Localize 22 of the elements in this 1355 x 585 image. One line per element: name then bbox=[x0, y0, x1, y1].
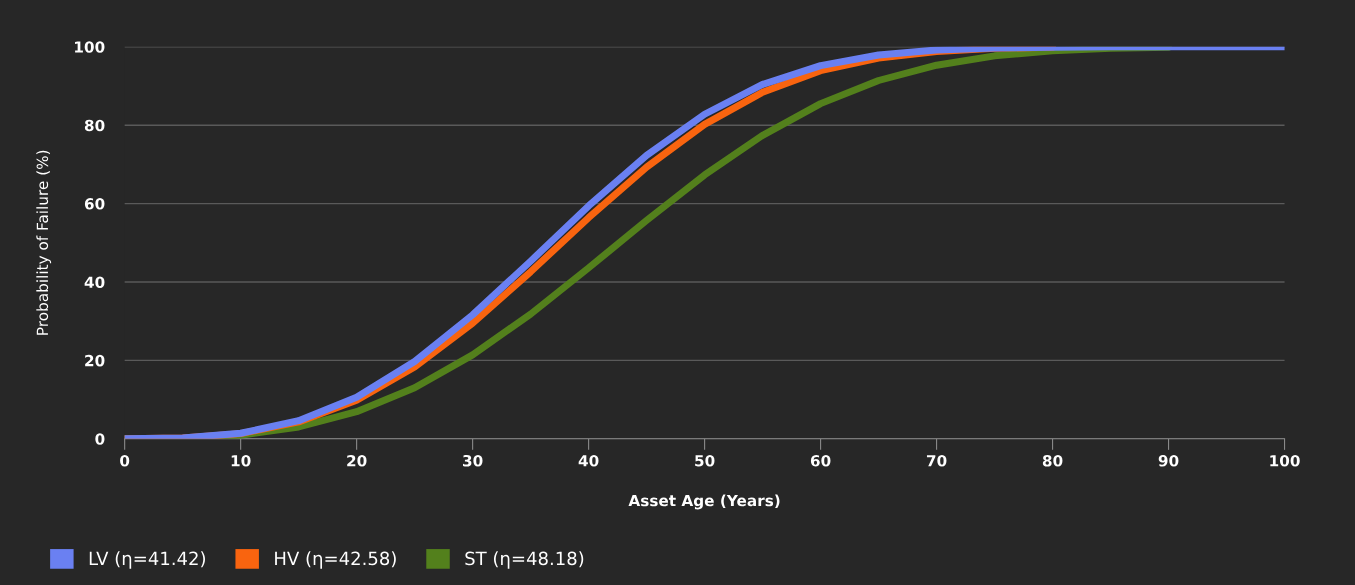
y-tick-label: 80 bbox=[84, 119, 105, 132]
y-tick-label: 0 bbox=[95, 433, 105, 445]
x-tick-label: 80 bbox=[1042, 454, 1063, 467]
x-tick-label: 40 bbox=[578, 454, 599, 467]
x-tick-label: 10 bbox=[231, 454, 251, 467]
x-tick-label: 60 bbox=[810, 454, 831, 467]
y-tick-label: 40 bbox=[84, 276, 105, 288]
x-tick-label: 90 bbox=[1158, 454, 1179, 467]
y-axis-title: Probability of Failure (%) bbox=[36, 150, 52, 335]
y-tick-label: 60 bbox=[84, 198, 105, 210]
x-tick-label: 70 bbox=[926, 454, 947, 467]
y-tick-label: 100 bbox=[75, 41, 105, 53]
legend-label: ST (η=48.18) bbox=[465, 551, 584, 569]
x-tick-label: 30 bbox=[463, 454, 483, 467]
x-tick-label: 100 bbox=[1270, 454, 1300, 467]
x-axis-title: Asset Age (Years) bbox=[628, 494, 780, 510]
x-tick-label: 0 bbox=[120, 454, 130, 467]
x-tick-label: 20 bbox=[347, 454, 367, 467]
legend-label: HV (η=42.58) bbox=[275, 551, 396, 569]
y-tick-label: 20 bbox=[85, 354, 105, 367]
x-tick-label: 50 bbox=[695, 454, 715, 467]
legend-label: LV (η=41.42) bbox=[89, 551, 205, 569]
